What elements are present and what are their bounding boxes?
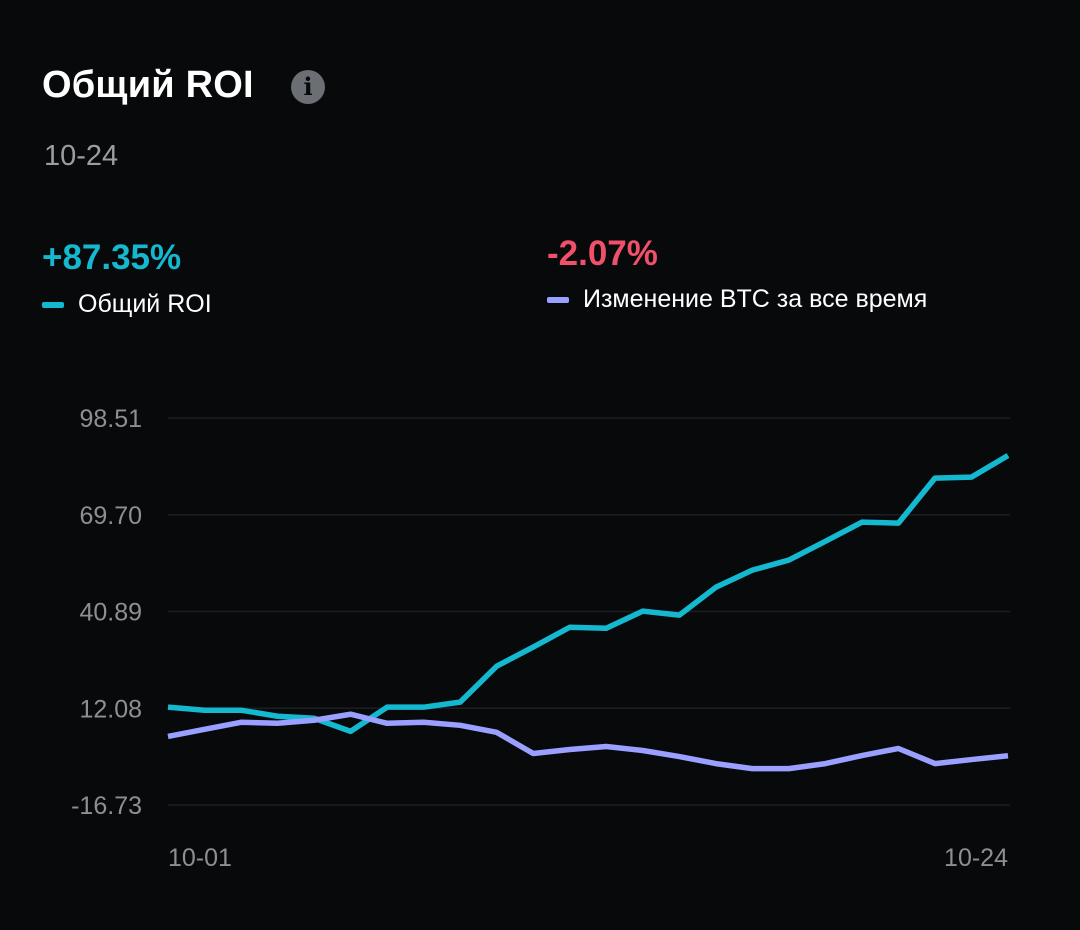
btc-legend-label: Изменение BTC за все время bbox=[583, 285, 928, 313]
date-label: 10-24 bbox=[44, 140, 119, 172]
x-tick-label: 10-01 bbox=[168, 844, 232, 872]
btc-series-line bbox=[167, 711, 1009, 772]
roi-legend-label: Общий ROI bbox=[78, 290, 212, 318]
legend-item-btc: Изменение BTC за все время bbox=[547, 285, 927, 314]
legend-item-roi: Общий ROI bbox=[42, 290, 212, 319]
y-tick-label: 40.89 bbox=[79, 599, 142, 627]
y-tick-label: 98.51 bbox=[79, 405, 142, 433]
roi-legend-swatch bbox=[42, 301, 64, 308]
roi-series-line bbox=[167, 453, 1010, 735]
y-tick-label: -16.73 bbox=[71, 792, 142, 820]
x-tick-label: 10-24 bbox=[944, 844, 1008, 872]
info-icon[interactable]: i bbox=[291, 70, 325, 104]
roi-value: +87.35% bbox=[42, 238, 182, 277]
y-tick-label: 69.70 bbox=[79, 502, 142, 530]
btc-change-value: -2.07% bbox=[547, 234, 658, 273]
page-title: Общий ROI bbox=[42, 64, 254, 106]
btc-legend-swatch bbox=[547, 296, 569, 303]
y-tick-label: 12.08 bbox=[79, 695, 142, 723]
info-glyph: i bbox=[303, 72, 313, 101]
